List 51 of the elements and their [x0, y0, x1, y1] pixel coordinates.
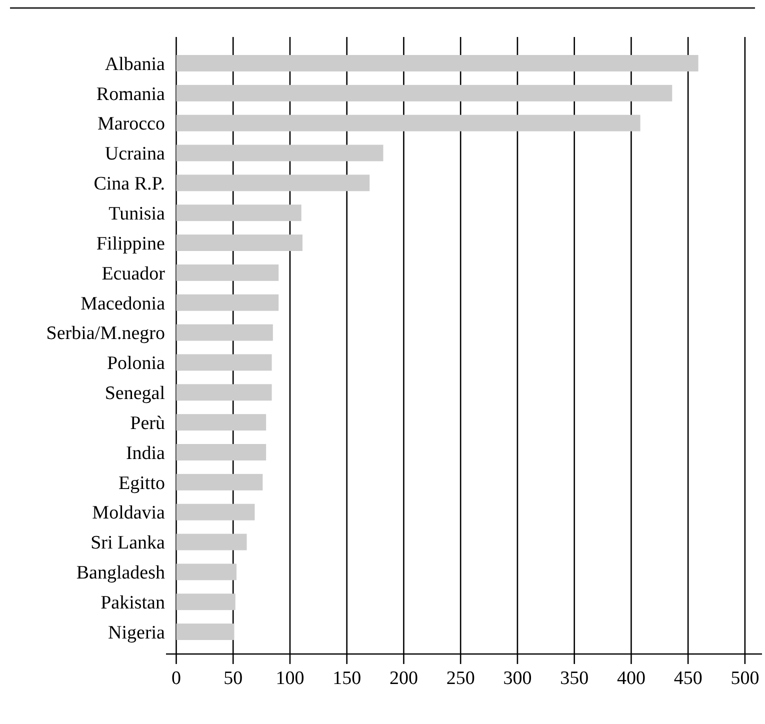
y-tick-label: Macedonia	[80, 293, 166, 314]
y-tick-label: Bangladesh	[76, 562, 166, 584]
x-tick-label: 250	[446, 668, 475, 689]
bar	[176, 384, 272, 401]
y-tick-label: Albania	[104, 54, 166, 75]
x-tick-label: 150	[332, 668, 362, 689]
bar	[176, 474, 263, 490]
y-tick-label: Cina R.P.	[94, 174, 165, 195]
y-tick-label: Serbia/M.negro	[46, 323, 165, 344]
bar	[176, 624, 234, 640]
bar	[176, 354, 272, 371]
bar	[176, 594, 236, 610]
y-tick-label: Egitto	[118, 472, 165, 494]
y-tick-label: Ecuador	[102, 263, 166, 284]
y-tick-label: Nigeria	[108, 622, 166, 644]
x-tick-label: 0	[171, 668, 181, 689]
x-tick-label: 50	[224, 668, 243, 689]
y-tick-label: Tunisia	[108, 203, 166, 224]
x-tick-label: 500	[730, 668, 760, 689]
y-tick-label: Perù	[130, 412, 166, 434]
bar	[176, 264, 279, 281]
x-tick-label: 450	[674, 668, 702, 689]
y-tick-label: Sri Lanka	[90, 532, 166, 554]
x-tick-label: 350	[560, 668, 589, 689]
bar	[176, 54, 698, 72]
bar	[176, 114, 640, 132]
y-tick-label: Romania	[96, 84, 166, 105]
bar	[176, 294, 279, 311]
y-tick-label: Filippine	[96, 233, 165, 254]
bar	[176, 234, 302, 251]
y-tick-label: Marocco	[97, 114, 165, 135]
bar	[176, 204, 302, 222]
y-tick-label: Moldavia	[92, 502, 166, 524]
bar	[176, 444, 266, 460]
x-tick-label: 300	[503, 668, 532, 689]
y-tick-label: India	[126, 442, 166, 464]
y-tick-label: Ucraina	[104, 144, 166, 165]
bar	[176, 504, 255, 520]
y-tick-label: Pakistan	[100, 592, 166, 614]
y-tick-label: Senegal	[104, 383, 165, 404]
bar	[176, 174, 370, 192]
bar	[176, 414, 266, 431]
bar	[176, 324, 273, 341]
bar	[176, 144, 384, 162]
bar	[176, 84, 672, 102]
bar	[176, 564, 237, 580]
x-tick-label: 100	[276, 668, 304, 689]
bar	[176, 534, 247, 550]
y-tick-label: Polonia	[106, 353, 166, 374]
x-tick-label: 400	[616, 668, 646, 689]
x-tick-label: 200	[389, 668, 418, 689]
